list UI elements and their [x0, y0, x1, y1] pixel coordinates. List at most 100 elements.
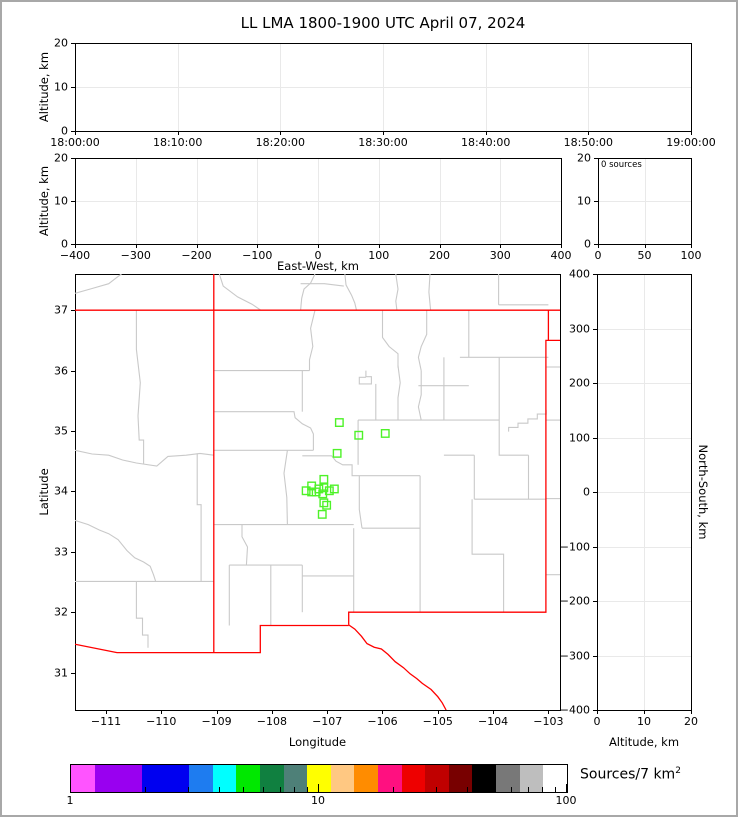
- time_height-ytick: [71, 131, 75, 132]
- lma-source-marker: [380, 428, 390, 438]
- colorbar-segment: [141, 765, 190, 792]
- county-border-line: [358, 370, 372, 385]
- county-border-line: [397, 365, 401, 421]
- colorbar-segment: [543, 765, 567, 792]
- ew_height-xtick: [561, 244, 562, 248]
- county-border-line: [75, 449, 214, 467]
- lma-source-marker: [329, 484, 339, 494]
- ew_height-xtick-label: 100: [368, 249, 390, 262]
- alt_histogram-xtick: [598, 244, 599, 248]
- ns_height-panel: [597, 274, 692, 711]
- ew_height-xtick: [257, 244, 259, 248]
- ew_height-xtick-label: −400: [59, 249, 91, 262]
- ew_height-xtick: [378, 244, 380, 248]
- map-xtick: [216, 710, 218, 714]
- map-xtick-label: −107: [312, 715, 343, 728]
- alt_histogram-xtick-label: 100: [680, 249, 702, 262]
- map-xtick: [493, 710, 495, 714]
- colorbar-segment: [307, 765, 331, 792]
- colorbar-segment: [283, 765, 308, 792]
- ew_height-xtick-label: 300: [489, 249, 511, 262]
- ns_height-ytick: [593, 655, 597, 657]
- map-xtick-label: −110: [146, 715, 177, 728]
- county-border-line: [417, 310, 428, 371]
- ns_height-xtick: [691, 710, 692, 714]
- time_height-ytick-label: 20: [54, 36, 68, 50]
- time_height-xtick: [588, 131, 590, 135]
- map-xtick-label: −111: [90, 715, 122, 728]
- time_height-xtick: [485, 131, 487, 135]
- ew_height-ytick-label: 10: [54, 194, 68, 208]
- colorbar-minor-tick: [293, 787, 295, 792]
- map-xtick: [548, 710, 550, 714]
- time_height-ytick: [71, 43, 75, 44]
- ew_height-ytick-label: 0: [61, 237, 68, 251]
- ns_height-xtick-label: 0: [593, 715, 601, 728]
- lma-source-marker: [354, 430, 364, 440]
- state-border-line: [348, 339, 549, 625]
- lma-source-marker: [334, 418, 344, 428]
- ew_height-xtick-label: 200: [429, 249, 450, 262]
- alt_histogram-ygrid: [598, 201, 691, 202]
- ns_height-ygrid: [597, 492, 691, 493]
- ew_height-xtick: [135, 244, 137, 248]
- colorbar-segment: [377, 765, 402, 792]
- colorbar-segment: [519, 765, 544, 792]
- colorbar-minor-tick: [306, 787, 308, 792]
- colorbar-segment: [330, 765, 355, 792]
- ns_height-ytick-label: −100: [559, 540, 590, 553]
- lma-source-marker: [311, 487, 321, 497]
- map-xtick-label: −104: [477, 715, 509, 728]
- county-border-line: [196, 453, 202, 582]
- alt_histogram-ytick: [594, 158, 598, 159]
- lma-source-marker: [317, 509, 327, 519]
- ew_height-ytick-label: 20: [54, 151, 68, 165]
- alt_histogram-ytick: [594, 201, 598, 202]
- colorbar-segment: [189, 765, 213, 792]
- map-xtick-label: −109: [201, 715, 232, 728]
- county-border-line: [308, 310, 316, 371]
- time_height-ytick: [71, 87, 75, 88]
- state-border-line: [348, 624, 447, 710]
- ew_height-ytick: [71, 201, 75, 202]
- alt_histogram-ytick: [594, 244, 598, 245]
- map-ytick: [71, 672, 75, 674]
- time_height-ytick-label: 10: [54, 80, 68, 94]
- alt_histogram-ytick-label: 10: [577, 194, 591, 208]
- ns_height-xtick: [597, 710, 598, 714]
- map-ytick-label: 37: [54, 303, 68, 317]
- time_height-xtick-label: 18:50:00: [563, 136, 614, 149]
- county-border-line: [241, 524, 249, 566]
- ns_height-ygrid: [597, 546, 691, 548]
- map-ytick-label: 35: [54, 424, 68, 438]
- state-border-line: [547, 310, 560, 342]
- county-border-line: [300, 274, 316, 311]
- ns_height-xtick-label: 20: [684, 715, 698, 728]
- map-xtick-label: −103: [533, 715, 564, 728]
- county-border-line: [358, 475, 363, 529]
- colorbar-minor-tick: [279, 787, 281, 792]
- ew_height-ygrid: [75, 201, 561, 202]
- colorbar-segment: [71, 765, 95, 792]
- map-ytick: [71, 370, 75, 372]
- map-panel: [75, 274, 561, 711]
- colorbar-minor-tick: [243, 787, 245, 792]
- county-border-line: [417, 370, 422, 421]
- lma-source-marker: [319, 474, 329, 484]
- ns_height-ytick: [593, 492, 597, 493]
- time_height-xtick-label: 18:10:00: [152, 136, 203, 149]
- time_height-xtick: [691, 131, 692, 135]
- figure-title: LL LMA 1800-1900 UTC April 07, 2024: [240, 14, 526, 32]
- time_height-xtick: [75, 131, 76, 135]
- colorbar-tick-label: 10: [311, 794, 325, 807]
- map-xtick: [437, 710, 439, 714]
- lma-source-marker: [324, 486, 334, 496]
- colorbar-major-tick: [70, 784, 71, 792]
- county-border-line: [302, 455, 421, 477]
- ns_height-ytick-label: 400: [569, 267, 590, 281]
- map-xtick: [161, 710, 163, 714]
- alt_histogram-xtick: [644, 244, 646, 248]
- ns_height-ytick-label: 200: [569, 376, 590, 390]
- colorbar-segment: [401, 765, 426, 792]
- county-border-line: [135, 310, 145, 464]
